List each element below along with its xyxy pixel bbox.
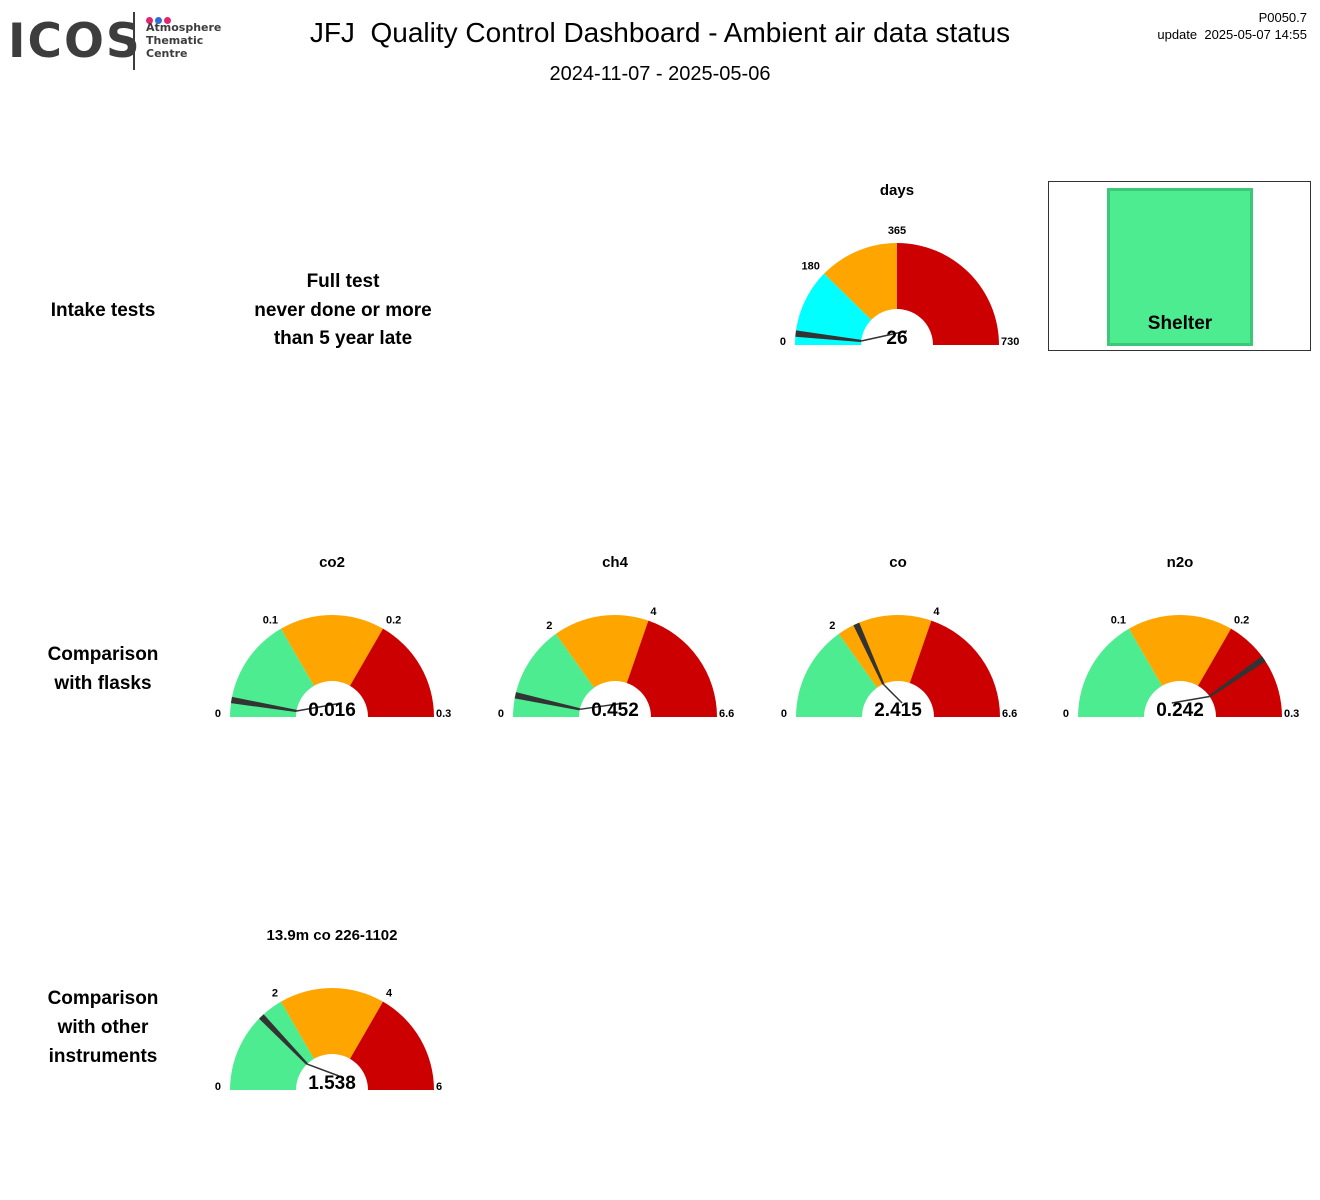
gauge-tick-label: 365 (888, 225, 906, 237)
gauge-tick-label: 6.6 (1002, 708, 1017, 720)
gauge-title: days (880, 182, 914, 199)
gauge-tick-label: 0 (215, 1081, 221, 1093)
gauge-value: 26 (886, 328, 907, 349)
gauge-tick-label: 0 (215, 708, 221, 720)
gauge-hub (1144, 681, 1216, 717)
row-label-flasks: Comparison with flasks (47, 644, 159, 694)
gauge-tick-label: 4 (386, 987, 393, 999)
gauge-n2o: 0.242 n2o 0 0.1 0.2 0.3 (1063, 554, 1299, 721)
gauge-needle-stem (882, 683, 903, 704)
gauge-needle-stem (296, 702, 342, 712)
gauge-needle-stem (579, 702, 625, 711)
gauge-tick-label: 0.1 (1111, 614, 1126, 626)
gauge-value: 0.242 (1156, 700, 1204, 721)
logo-subtitle: Atmosphere Thematic Centre (146, 21, 222, 60)
logo-dot (146, 17, 153, 24)
gauge-needle-stem (306, 1063, 340, 1077)
gauge-days: 26 days 0 180 365 730 (780, 182, 1019, 349)
gauge-title: co2 (319, 554, 345, 571)
intake-test-status: Full test never done or more than 5 year… (254, 271, 432, 349)
row-label-intake: Intake tests (50, 300, 156, 321)
gauge-tick-label: 0 (498, 708, 504, 720)
gauge-tick-label: 0.2 (1234, 614, 1249, 626)
gauge-band (897, 243, 999, 345)
logo-dot (155, 17, 162, 24)
logo-dot (164, 17, 171, 24)
shelter-panel: Shelter (1048, 181, 1311, 351)
gauge-title: ch4 (602, 554, 629, 571)
gauge-tick-label: 0 (1063, 708, 1069, 720)
gauge-tick-label: 6.6 (719, 708, 734, 720)
gauge-title: co (889, 554, 907, 571)
gauge-ch4: 0.452 ch4 0 2 4 6.6 (498, 554, 734, 721)
gauge-hub (296, 1054, 368, 1090)
gauge-hub (861, 309, 933, 345)
gauge-value: 0.452 (591, 700, 639, 721)
logo-wordmark: ICOS (8, 14, 142, 69)
gauge-title: n2o (1167, 554, 1194, 571)
gauge-band (1129, 614, 1231, 717)
gauge-tick-label: 730 (1001, 336, 1019, 348)
gauge-value: 1.538 (308, 1073, 356, 1094)
gauge-band (281, 614, 383, 717)
gauge-tick-label: 4 (933, 606, 940, 618)
logo-dots (146, 11, 173, 29)
date-range: 2024-11-07 - 2025-05-06 (549, 63, 771, 85)
gauge-tick-label: 6 (436, 1081, 442, 1093)
gauge-tick-label: 0.2 (386, 614, 401, 626)
gauge-tick-label: 2 (272, 987, 278, 999)
update-timestamp: update 2025-05-07 14:55 (1157, 27, 1307, 42)
gauge-co2: 0.016 co2 0 0.1 0.2 0.3 (215, 554, 451, 721)
shelter-status-indicator: Shelter (1107, 188, 1253, 346)
gauge-tick-label: 0 (780, 336, 786, 348)
gauge-title: 13.9m co 226-1102 (267, 927, 398, 944)
gauge-band (281, 988, 383, 1090)
gauge-tick-label: 0.3 (436, 708, 451, 720)
icos-logo: ICOS Atmosphere Thematic Centre (8, 10, 223, 72)
logo-divider (133, 12, 135, 70)
gauge-hub (579, 681, 651, 717)
shelter-label: Shelter (1147, 313, 1213, 334)
gauge-value: 2.415 (874, 700, 922, 721)
gauge-tick-label: 4 (650, 606, 657, 618)
gauge-inst: 1.538 13.9m co 226-1102 0 2 4 6 (215, 927, 442, 1094)
gauge-value: 0.016 (308, 700, 356, 721)
gauge-tick-label: 0.1 (263, 614, 278, 626)
gauge-co: 2.415 co 0 2 4 6.6 (781, 554, 1017, 721)
gauge-tick-label: 0.3 (1284, 708, 1299, 720)
gauge-tick-label: 2 (546, 620, 552, 632)
gauge-tick-label: 2 (829, 620, 835, 632)
gauge-band (555, 615, 649, 717)
page-title: JFJ Quality Control Dashboard - Ambient … (309, 17, 1011, 48)
gauge-needle-stem (861, 330, 908, 342)
page-id: P0050.7 (1258, 10, 1307, 25)
row-label-instruments: Comparison with other instruments (47, 988, 159, 1067)
gauge-tick-label: 180 (801, 260, 819, 272)
gauge-needle-stem (1171, 695, 1210, 704)
gauge-tick-label: 0 (781, 708, 787, 720)
